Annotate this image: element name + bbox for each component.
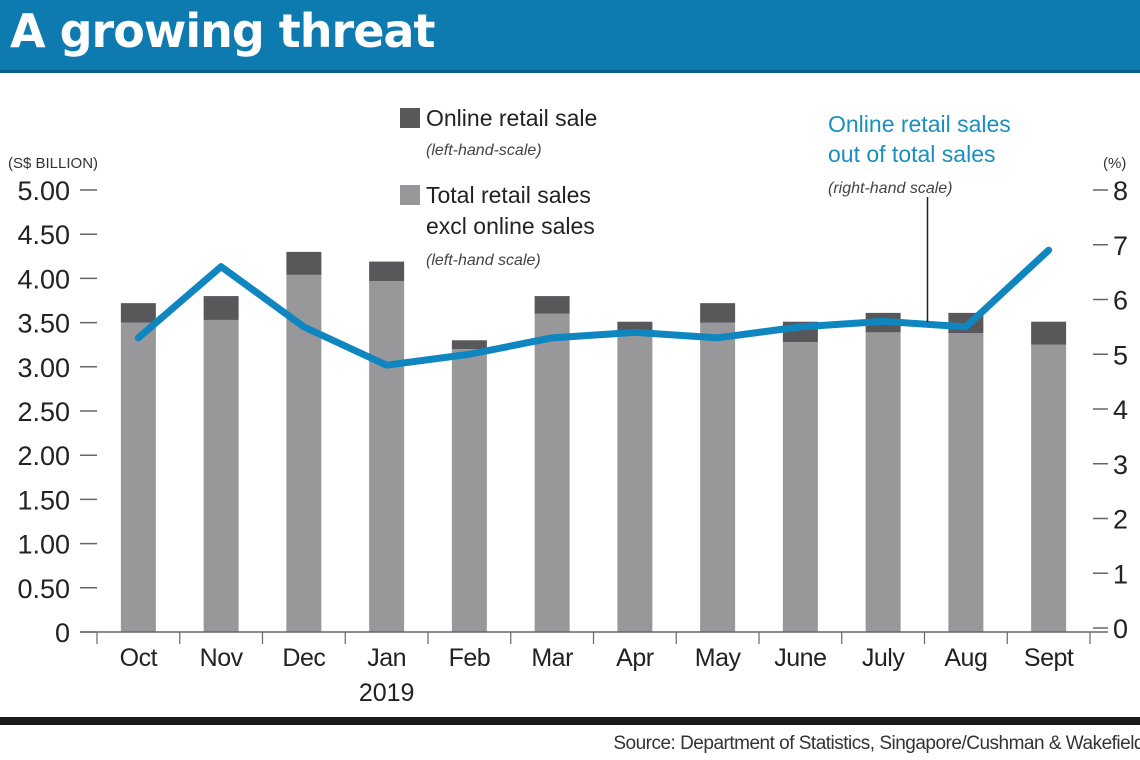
title-bar: A growing threat: [0, 0, 1140, 73]
bar-total-excl-online: [120, 322, 156, 632]
bar-total-excl-online: [451, 349, 487, 632]
left-tick-label: 0: [55, 618, 70, 648]
bar-total-excl-online: [782, 342, 818, 632]
bar-total-excl-online: [700, 322, 736, 632]
left-tick-label: 5.00: [17, 176, 70, 206]
legend-label-online: Online retail sale: [426, 105, 597, 131]
bar-online: [534, 296, 570, 314]
right-axis-label: (%): [1103, 155, 1126, 172]
right-tick-label: 2: [1113, 505, 1128, 535]
bar-total-excl-online: [369, 281, 405, 632]
bar-online: [700, 303, 736, 323]
bar-online: [451, 340, 487, 350]
bars: [120, 251, 1067, 632]
right-axis: (%) 0 1 2 3 4 5 6 7 8: [1093, 155, 1128, 644]
legend-swatch-online: [400, 108, 420, 128]
right-tick-label: 4: [1113, 395, 1128, 425]
left-axis: (S$ BILLION) 0 0.50 1.00 1.50 2.00 2.50 3.00 3.5…: [8, 155, 98, 648]
annotation-line-2: out of total sales: [828, 141, 996, 167]
line-layer: [134, 246, 1053, 369]
right-tick-label: 0: [1113, 614, 1128, 644]
x-tick-label: Dec: [282, 644, 325, 672]
x-tick-sublabel: 2019: [359, 679, 415, 707]
bar-online: [369, 261, 405, 282]
right-tick-label: 3: [1113, 450, 1128, 480]
left-tick-label: 4.50: [17, 220, 70, 250]
x-tick-label: Feb: [449, 644, 491, 672]
legend: Online retail sale (left-hand-scale) Total…: [400, 105, 597, 269]
annotation-note: (right-hand scale): [828, 180, 953, 197]
legend-swatch-total-excl: [400, 185, 420, 205]
x-tick-label: Sept: [1024, 644, 1074, 672]
chart-title: A growing threat: [10, 4, 435, 58]
legend-label-total-excl-1: Total retail sales: [426, 182, 591, 208]
bar-online: [203, 296, 239, 320]
bar-total-excl-online: [617, 332, 653, 632]
annotation-line-1: Online retail sales: [828, 111, 1011, 137]
bottom-rule: [0, 717, 1140, 725]
x-tick-label: Aug: [944, 644, 987, 672]
bar-total-excl-online: [865, 332, 901, 632]
x-tick-label: July: [862, 644, 905, 672]
left-tick-label: 3.50: [17, 309, 70, 339]
right-tick-label: 8: [1113, 176, 1128, 206]
bar-online: [286, 251, 322, 275]
bar-online: [1031, 321, 1067, 345]
bar-total-excl-online: [1031, 344, 1067, 632]
left-tick-label: 2.50: [17, 397, 70, 427]
x-tick-label: Oct: [120, 644, 158, 672]
bar-total-excl-online: [948, 333, 984, 632]
left-tick-label: 4.00: [17, 264, 70, 294]
left-tick-label: 3.00: [17, 353, 70, 383]
right-tick-label: 7: [1113, 231, 1128, 261]
legend-label-total-excl-2: excl online sales: [426, 213, 595, 239]
right-tick-label: 5: [1113, 340, 1128, 370]
bar-online: [120, 303, 156, 323]
legend-note-online: (left-hand-scale): [426, 142, 542, 159]
legend-note-total-excl: (left-hand scale): [426, 252, 541, 269]
x-tick-label: Mar: [531, 644, 573, 672]
bar-online: [617, 321, 653, 333]
x-tick-label: Jan: [367, 644, 406, 672]
line-annotation: Online retail sales out of total sales (ri…: [828, 111, 1011, 323]
left-tick-label: 1.50: [17, 485, 70, 515]
left-axis-label: (S$ BILLION): [8, 155, 98, 172]
left-tick-label: 1.00: [17, 530, 70, 560]
x-tick-label: Nov: [200, 644, 244, 672]
source-note: Source: Department of Statistics, Singap…: [613, 733, 1140, 754]
x-tick-label: Apr: [616, 644, 654, 672]
bar-total-excl-online: [203, 319, 239, 632]
x-axis: Oct Nov Dec Jan 2019 Feb Mar Apr May June July Aug S…: [80, 631, 1108, 707]
x-tick-label: May: [695, 644, 742, 672]
bar-total-excl-online: [534, 313, 570, 632]
left-tick-label: 2.00: [17, 441, 70, 471]
line-online-share: [134, 246, 1053, 369]
left-tick-label: 0.50: [17, 574, 70, 604]
right-tick-label: 6: [1113, 286, 1128, 316]
x-tick-label: June: [774, 644, 826, 672]
right-tick-label: 1: [1113, 559, 1128, 589]
